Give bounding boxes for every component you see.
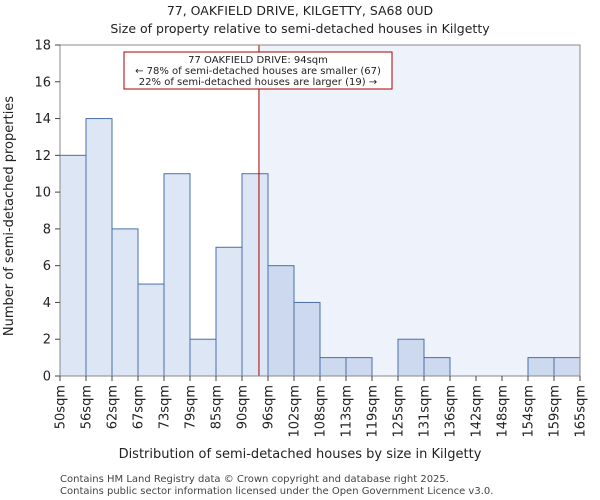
footer-line-1: Contains HM Land Registry data © Crown c… — [60, 474, 449, 485]
bar-85sqm — [215, 246, 243, 377]
x-tick-label: 85sqm — [210, 385, 225, 429]
y-tick-label: 2 — [43, 333, 51, 348]
y-tick-label: 6 — [43, 259, 51, 274]
bar-96sqm — [267, 265, 295, 377]
bar-102sqm — [293, 301, 321, 377]
x-tick-label: 154sqm — [522, 385, 537, 438]
x-tick-label: 131sqm — [418, 385, 433, 438]
x-axis-label: Distribution of semi-detached houses by … — [119, 447, 482, 462]
x-tick-label: 148sqm — [496, 385, 511, 438]
y-axis-label: Number of semi-detached properties — [2, 96, 17, 336]
x-tick-label: 119sqm — [366, 385, 381, 438]
y-tick-label: 18 — [34, 39, 51, 54]
x-tick-label: 113sqm — [340, 385, 355, 438]
y-tick-label: 16 — [34, 75, 51, 90]
x-tick-label: 50sqm — [54, 385, 69, 429]
x-tick-label: 108sqm — [314, 385, 329, 438]
bar-50sqm — [59, 154, 87, 377]
x-tick-label: 96sqm — [262, 385, 277, 429]
y-tick-label: 12 — [34, 149, 51, 164]
x-tick-label: 159sqm — [548, 385, 563, 438]
x-tick-label: 73sqm — [158, 385, 173, 429]
annotation-border — [123, 51, 393, 90]
x-tick-label: 102sqm — [288, 385, 303, 438]
bar-113sqm — [345, 357, 373, 377]
chart-title: 77, OAKFIELD DRIVE, KILGETTY, SA68 0UD — [167, 3, 433, 18]
y-axis: 0 2 4 6 8 10 12 14 16 18 — [34, 39, 60, 385]
annotation-box: 77 OAKFIELD DRIVE: 94sqm ← 78% of semi-d… — [123, 51, 393, 90]
footer-line-2: Contains public sector information licen… — [60, 486, 493, 497]
x-tick-label: 90sqm — [236, 385, 251, 429]
bar-62sqm — [111, 228, 139, 377]
bar-90sqm — [241, 173, 269, 377]
x-tick-label: 125sqm — [392, 385, 407, 438]
annotation-title: 77 OAKFIELD DRIVE: 94sqm — [188, 55, 328, 66]
bar-154sqm — [527, 357, 555, 377]
bar-108sqm — [319, 357, 347, 377]
bar-125sqm — [397, 338, 425, 377]
bar-group — [59, 118, 581, 377]
x-tick-label: 56sqm — [80, 385, 95, 429]
chart-subtitle: Size of property relative to semi-detach… — [110, 21, 490, 36]
bar-79sqm — [189, 338, 217, 377]
annotation-smaller: ← 78% of semi-detached houses are smalle… — [135, 66, 381, 77]
y-tick-label: 10 — [34, 186, 51, 201]
bar-56sqm — [85, 118, 113, 377]
x-tick-label: 67sqm — [132, 385, 147, 429]
y-tick-label: 4 — [43, 296, 51, 311]
y-tick-label: 8 — [43, 222, 51, 237]
x-axis: 50sqm 56sqm 62sqm 67sqm 73sqm 79sqm 85sqm 90sqm… — [54, 376, 589, 438]
x-tick-label: 62sqm — [106, 385, 121, 429]
x-tick-label: 79sqm — [184, 385, 199, 429]
x-tick-label: 136sqm — [444, 385, 459, 438]
y-tick-label: 0 — [43, 370, 51, 385]
y-tick-label: 14 — [34, 112, 51, 127]
bar-67sqm — [137, 283, 165, 377]
x-tick-label: 142sqm — [470, 385, 485, 438]
bar-131sqm — [423, 357, 451, 377]
x-tick-label: 165sqm — [574, 385, 589, 438]
bar-159sqm — [553, 357, 581, 377]
bar-73sqm — [163, 173, 191, 377]
annotation-larger: 22% of semi-detached houses are larger (… — [139, 77, 377, 88]
